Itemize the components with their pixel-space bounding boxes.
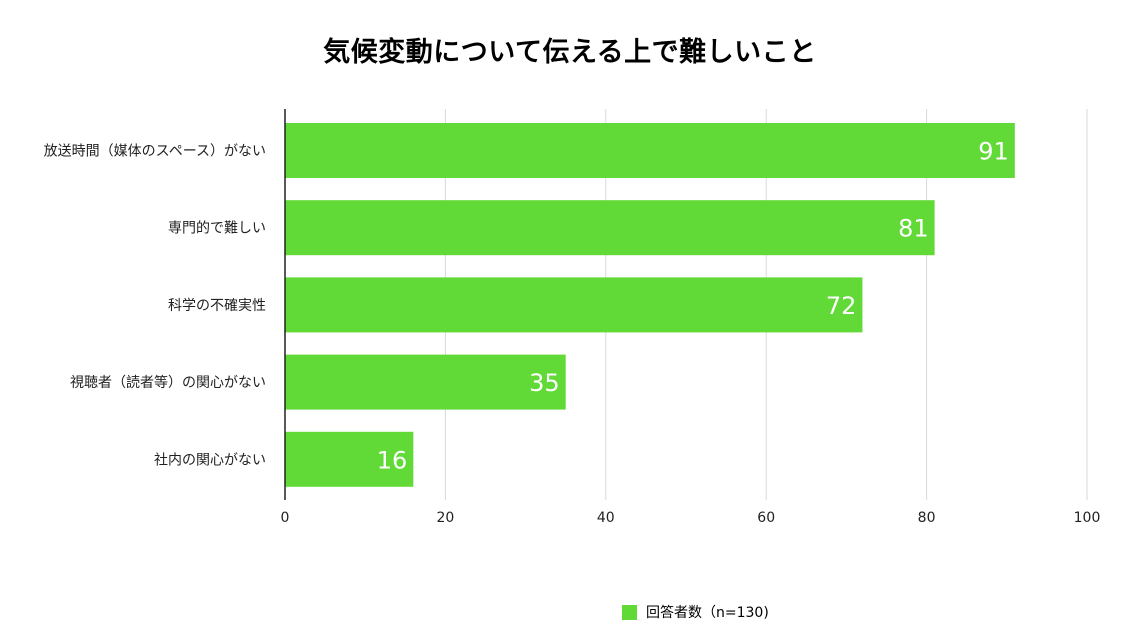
x-tick-label: 100 (1074, 510, 1101, 526)
bar-value-label: 16 (377, 446, 408, 474)
chart-title: 気候変動について伝える上で難しいこと (323, 37, 817, 68)
category-label: 専門的で難しい (168, 221, 266, 237)
bar (285, 200, 935, 256)
bar-value-label: 72 (826, 292, 857, 320)
category-labels: 放送時間（媒体のスペース）がない専門的で難しい科学の不確実性視聴者（読者等）の関… (44, 144, 266, 469)
bar-value-label: 35 (529, 369, 560, 397)
legend: 回答者数（n=130) (622, 601, 769, 623)
x-tick-label: 60 (757, 510, 775, 526)
bar-value-label: 81 (898, 215, 929, 243)
bar (285, 123, 1015, 178)
bars: 91 81 72 35 16 (285, 123, 1015, 487)
legend-label: 回答者数（n=130) (646, 605, 769, 621)
category-label: 科学の不確実性 (168, 298, 266, 314)
x-tick-label: 20 (436, 510, 454, 526)
x-axis-ticks: 0 20 40 60 80 100 (281, 510, 1101, 526)
category-label: 放送時間（媒体のスペース）がない (44, 144, 266, 160)
x-tick-label: 0 (281, 510, 290, 526)
bar-value-label: 91 (978, 138, 1009, 166)
x-tick-label: 80 (918, 510, 936, 526)
bar (285, 277, 863, 333)
legend-swatch (622, 604, 637, 620)
bar (285, 354, 566, 410)
bar (285, 431, 414, 487)
category-label: 社内の関心がない (154, 452, 266, 468)
x-tick-label: 40 (597, 510, 615, 526)
category-label: 視聴者（読者等）の関心がない (70, 374, 266, 391)
